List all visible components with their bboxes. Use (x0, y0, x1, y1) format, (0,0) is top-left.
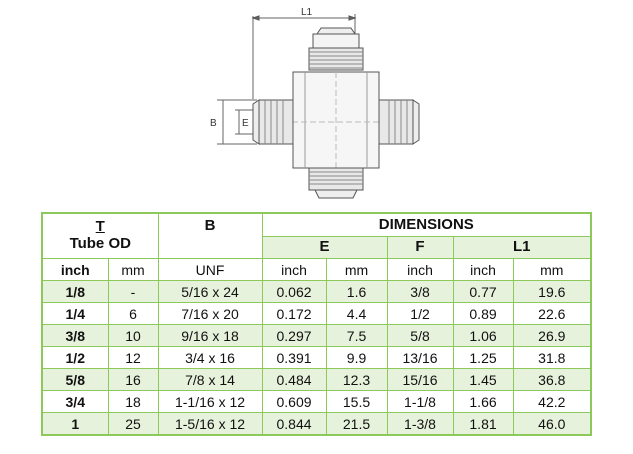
table-cell: 26.9 (512, 324, 592, 347)
label-b: B (210, 118, 217, 129)
table-cell: 18 (107, 390, 159, 413)
table-cell: 5/8 (386, 324, 454, 347)
header-e: E (261, 235, 388, 259)
table-cell: 0.77 (452, 280, 514, 303)
table-cell: 16 (107, 368, 159, 391)
table-cell: 1.45 (452, 368, 514, 391)
table-cell: 3/4 (41, 390, 109, 413)
header-l1: L1 (452, 235, 592, 259)
table-cell: 3/4 x 16 (157, 346, 263, 369)
table-cell: 21.5 (325, 412, 388, 436)
table-cell: 0.89 (452, 302, 514, 325)
table-row: 1/4 6 7/16 x 20 0.172 4.4 1/2 0.89 22.6 (41, 302, 592, 325)
table-cell: 1-1/8 (386, 390, 454, 413)
unit-cell: inch (261, 258, 327, 281)
table-cell: 31.8 (512, 346, 592, 369)
table-cell: 7/8 x 14 (157, 368, 263, 391)
table-row: 3/4 18 1-1/16 x 12 0.609 15.5 1-1/8 1.66… (41, 390, 592, 413)
table-cell: 0.484 (261, 368, 327, 391)
table-cell: 1.6 (325, 280, 388, 303)
unit-cell: UNF (157, 258, 263, 281)
table-cell: 0.391 (261, 346, 327, 369)
cross-fitting-drawing: L1 B E (210, 7, 420, 199)
table-cell: 36.8 (512, 368, 592, 391)
table-cell: 9/16 x 18 (157, 324, 263, 347)
table-cell: 5/16 x 24 (157, 280, 263, 303)
table-cell: 19.6 (512, 280, 592, 303)
table-cell: 12.3 (325, 368, 388, 391)
unit-cell: inch (386, 258, 454, 281)
table-cell: 1.66 (452, 390, 514, 413)
table-cell: 0.297 (261, 324, 327, 347)
table-cell: 1.81 (452, 412, 514, 436)
unit-cell: mm (325, 258, 388, 281)
table-cell: 1 (41, 412, 109, 436)
table-cell: 5/8 (41, 368, 109, 391)
table-cell: 10 (107, 324, 159, 347)
table-cell: 0.609 (261, 390, 327, 413)
table-row: 1/2 12 3/4 x 16 0.391 9.9 13/16 1.25 31.… (41, 346, 592, 369)
table-cell: 7.5 (325, 324, 388, 347)
label-e: E (242, 118, 249, 129)
table-row: 1/8 - 5/16 x 24 0.062 1.6 3/8 0.77 19.6 (41, 280, 592, 303)
table-cell: 15/16 (386, 368, 454, 391)
unit-cell: mm (107, 258, 159, 281)
table-cell: 1/4 (41, 302, 109, 325)
header-f: F (386, 235, 454, 259)
table-cell: 9.9 (325, 346, 388, 369)
table-cell: 1/2 (386, 302, 454, 325)
table-cell: 0.172 (261, 302, 327, 325)
header-tube-od-text: Tube OD (69, 235, 131, 252)
table-cell: 4.4 (325, 302, 388, 325)
table-cell: 1-3/8 (386, 412, 454, 436)
table-cell: 1.25 (452, 346, 514, 369)
table-cell: 1/2 (41, 346, 109, 369)
table-cell: 3/8 (386, 280, 454, 303)
table-cell: 1/8 (41, 280, 109, 303)
table-cell: 1.06 (452, 324, 514, 347)
unit-cell: mm (512, 258, 592, 281)
table-cell: 12 (107, 346, 159, 369)
table-row: 5/8 16 7/8 x 14 0.484 12.3 15/16 1.45 36… (41, 368, 592, 391)
header-dimensions: DIMENSIONS (261, 212, 592, 237)
table-cell: 42.2 (512, 390, 592, 413)
table-row: 1 25 1-5/16 x 12 0.844 21.5 1-3/8 1.81 4… (41, 412, 592, 436)
table-cell: - (107, 280, 159, 303)
table-cell: 13/16 (386, 346, 454, 369)
table-cell: 0.844 (261, 412, 327, 436)
header-t-letter: T (95, 218, 105, 235)
label-l1: L1 (301, 7, 313, 18)
header-tube-od: T Tube OD (41, 212, 159, 259)
table-cell: 46.0 (512, 412, 592, 436)
table-cell: 7/16 x 20 (157, 302, 263, 325)
table-cell: 25 (107, 412, 159, 436)
header-b: B (157, 212, 263, 259)
table-cell: 22.6 (512, 302, 592, 325)
table-cell: 3/8 (41, 324, 109, 347)
table-cell: 1-5/16 x 12 (157, 412, 263, 436)
table-cell: 1-1/16 x 12 (157, 390, 263, 413)
table-row: 3/8 10 9/16 x 18 0.297 7.5 5/8 1.06 26.9 (41, 324, 592, 347)
fitting-dimensions-table: T Tube OD B DIMENSIONS E F L1 inch mm UN… (41, 212, 593, 436)
table-cell: 0.062 (261, 280, 327, 303)
unit-cell: inch (41, 258, 109, 281)
table-cell: 15.5 (325, 390, 388, 413)
unit-cell: inch (452, 258, 514, 281)
table-cell: 6 (107, 302, 159, 325)
